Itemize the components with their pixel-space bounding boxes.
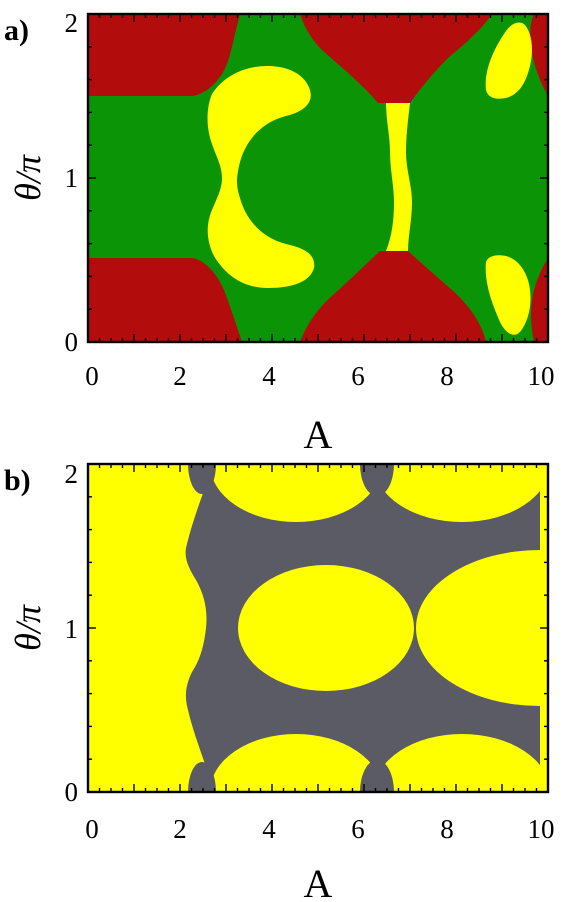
panel-a-yellow-island-top	[485, 22, 532, 99]
panel-b-ticks	[87, 463, 549, 793]
panel-a-label: a)	[4, 14, 29, 47]
panel-b-xtick-label: 8	[440, 814, 454, 844]
panel-b-x-tick-labels: 0 2 4 6 8 10	[85, 814, 554, 844]
panel-a-ytick-label: 2	[65, 8, 79, 38]
panel-b-ytick-label: 1	[65, 614, 79, 644]
panel-a-xtick-label: 10	[528, 361, 555, 391]
panel-b-ytick-label: 2	[65, 459, 79, 489]
panel-b-gray-cap-top-left	[188, 464, 216, 494]
panel-b-xtick-label: 6	[351, 814, 365, 844]
panel-a-red-bottom-center	[300, 251, 486, 342]
panel-b-yellow-top-right-half	[374, 464, 548, 522]
panel-b-y-tick-labels: 0 1 2	[65, 459, 79, 807]
panel-b-gray-cap-bottom-left	[188, 762, 216, 792]
panel-b-xtick-label: 2	[173, 814, 187, 844]
panel-a-x-axis-title: A	[304, 412, 333, 457]
panel-b: b) 0 1 2 0 2 4 6 8 10 A θ/π	[4, 459, 555, 902]
panel-a-red-top-center	[300, 14, 492, 103]
panel-b-xtick-label: 0	[85, 814, 99, 844]
panel-a-yellow-crescent	[207, 66, 315, 288]
panel-a: a) 0 1 2 0 2 4 6 8 10 A θ/π	[4, 8, 555, 457]
panel-b-ytick-label: 0	[65, 777, 79, 807]
panel-b-yellow-bottom-right-half	[374, 734, 548, 792]
panel-a-red-upper-left	[88, 14, 240, 96]
panel-a-red-right-bottom	[531, 258, 548, 342]
panel-b-xtick-label: 10	[528, 814, 555, 844]
panel-a-ytick-label: 1	[65, 163, 79, 193]
panel-a-red-lower-left	[88, 258, 242, 342]
panel-b-y-axis-title: θ/π	[8, 604, 48, 651]
panel-a-xtick-label: 0	[85, 361, 99, 391]
panel-b-yellow-top-left-half	[210, 464, 382, 522]
panel-a-ytick-label: 0	[65, 327, 79, 357]
panel-a-yellow-island-bottom	[485, 255, 531, 335]
panel-a-red-right-top	[530, 14, 548, 96]
panel-b-yellow-right-ellipse	[416, 550, 548, 706]
panel-b-plot-area	[88, 464, 548, 792]
panel-a-y-axis-title: θ/π	[8, 154, 48, 201]
panel-a-xtick-label: 4	[262, 361, 276, 391]
panel-b-x-axis-title: A	[304, 861, 333, 902]
panel-b-yellow-bottom-left-half	[210, 734, 382, 792]
panel-b-label: b)	[4, 464, 31, 497]
panel-a-yellow-strip	[386, 103, 412, 251]
panel-a-ticks	[87, 13, 549, 343]
panel-a-y-tick-labels: 0 1 2	[65, 8, 79, 357]
panel-a-xtick-label: 8	[440, 361, 454, 391]
panel-b-yellow-left-band	[88, 464, 214, 792]
panel-a-plot-area	[88, 14, 548, 342]
panel-a-x-tick-labels: 0 2 4 6 8 10	[85, 361, 554, 391]
panel-b-xtick-label: 4	[262, 814, 276, 844]
panel-a-xtick-label: 6	[351, 361, 365, 391]
panel-a-xtick-label: 2	[173, 361, 187, 391]
panel-b-yellow-center-ellipse	[238, 565, 414, 691]
panel-b-gray-cap-top-mid	[360, 464, 394, 496]
panel-b-gray-cap-bottom-mid	[360, 760, 394, 792]
